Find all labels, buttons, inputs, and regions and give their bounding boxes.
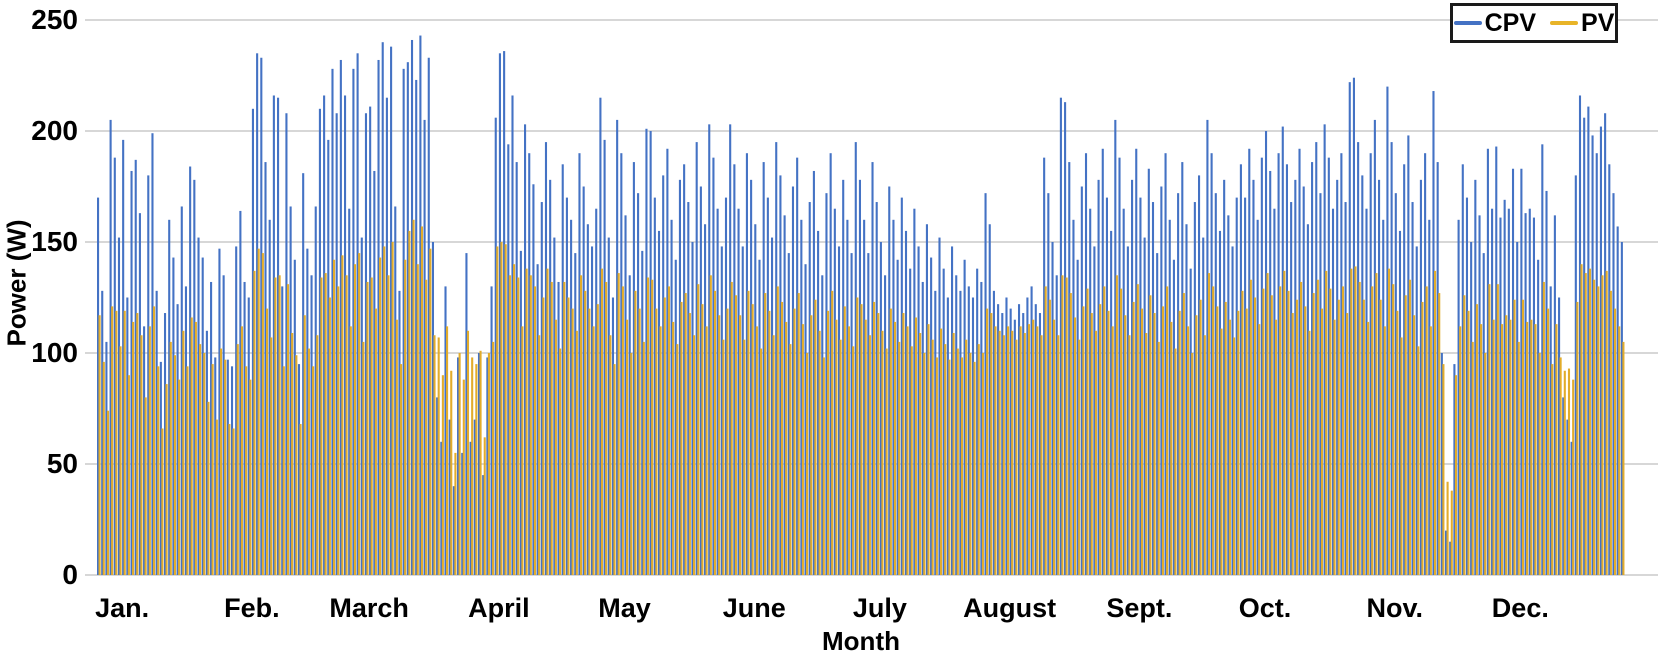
pv-line-swatch-icon [1550,21,1579,25]
x-tick-label: August [963,593,1057,623]
legend: CPV PV [1450,3,1618,43]
cpv-line-swatch-icon [1453,21,1482,25]
x-tick-label: July [852,593,907,623]
y-tick-label: 100 [31,337,78,368]
legend-item-pv: PV [1550,9,1614,38]
y-tick-label: 0 [62,559,78,590]
y-tick-label: 200 [31,115,78,146]
x-tick-label: Nov. [1366,593,1424,623]
x-axis-title: Month [822,626,900,656]
x-tick-label: Sept. [1106,593,1173,623]
x-tick-label: April [468,593,530,623]
y-tick-label: 50 [46,448,78,479]
x-tick-label: Feb. [224,593,280,623]
x-tick-label: May [598,593,651,623]
x-tick-label: Oct. [1238,593,1292,623]
x-tick-label: June [722,593,786,623]
x-tick-label: Jan. [95,593,150,623]
legend-label-pv: PV [1581,8,1615,37]
legend-item-cpv: CPV [1453,8,1537,38]
x-tick-label: March [329,593,409,623]
y-tick-label: 250 [31,4,78,35]
legend-label-cpv: CPV [1484,8,1537,37]
x-tick-label: Dec. [1491,593,1549,623]
y-tick-label: 150 [31,226,78,257]
y-axis-title: Power (W) [1,219,32,347]
